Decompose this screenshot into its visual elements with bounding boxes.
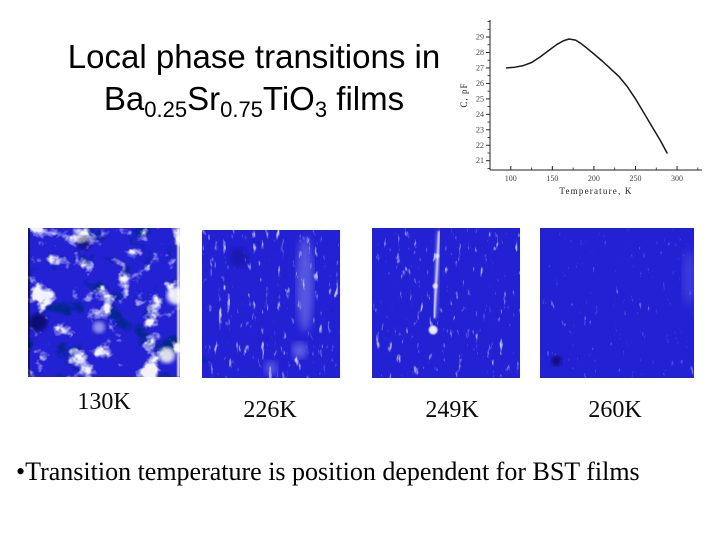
formula-ba-subscript: 0.25 — [144, 97, 188, 122]
svg-text:25: 25 — [476, 94, 484, 103]
y-axis-label: C, pF — [459, 82, 469, 107]
svg-text:150: 150 — [546, 174, 558, 183]
title-line1: Local phase transitions in — [67, 38, 441, 75]
svg-text:28: 28 — [476, 48, 484, 57]
bullet-line: •Transition temperature is position depe… — [16, 457, 640, 487]
formula-sr-subscript: 0.75 — [220, 97, 263, 122]
micrograph-249k — [372, 228, 520, 378]
svg-text:24: 24 — [476, 110, 484, 119]
formula-sr: Sr — [187, 80, 221, 117]
micrograph-260k-texture — [540, 228, 694, 378]
micrograph-130k-texture — [28, 228, 180, 377]
x-axis-label: Temperature, K — [559, 186, 632, 196]
chart-canvas: 100 150 200 250 300 21 22 23 24 25 26 27 28 29 Tempera… — [459, 20, 702, 196]
micrograph-260k — [540, 228, 694, 378]
formula-ba: Ba — [103, 80, 145, 117]
temperature-label-226k: 226K — [243, 397, 297, 423]
svg-text:100: 100 — [505, 174, 517, 183]
formula-films: films — [327, 80, 405, 117]
svg-text:26: 26 — [476, 79, 484, 88]
temperature-label-249k: 249K — [425, 397, 479, 423]
micrograph-226k-texture — [202, 230, 340, 378]
bullet-glyph: • — [16, 457, 26, 486]
svg-text:250: 250 — [629, 174, 641, 183]
bullet-text: Transition temperature is position depen… — [25, 457, 640, 486]
temperature-label-130k: 130K — [77, 389, 131, 415]
svg-text:27: 27 — [476, 63, 484, 72]
svg-text:23: 23 — [476, 125, 484, 134]
micrograph-226k — [202, 230, 340, 378]
svg-text:200: 200 — [588, 174, 600, 183]
title-line2-formula: Ba0.25Sr0.75TiO3 films — [38, 78, 470, 124]
svg-text:300: 300 — [671, 174, 683, 183]
formula-tio: TiO — [262, 80, 315, 117]
micrograph-249k-texture — [372, 228, 520, 378]
capacitance-temperature-chart: 100 150 200 250 300 21 22 23 24 25 26 27 28 29 Tempera… — [455, 12, 714, 204]
formula-tio-subscript: 3 — [314, 97, 328, 122]
svg-text:29: 29 — [476, 33, 484, 42]
temperature-label-260k: 260K — [588, 397, 642, 423]
slide-title: Local phase transitions in Ba0.25Sr0.75T… — [38, 36, 470, 124]
micrograph-130k — [28, 228, 180, 377]
svg-text:21: 21 — [476, 156, 484, 165]
svg-text:22: 22 — [476, 141, 484, 150]
capacitance-curve — [505, 38, 668, 154]
